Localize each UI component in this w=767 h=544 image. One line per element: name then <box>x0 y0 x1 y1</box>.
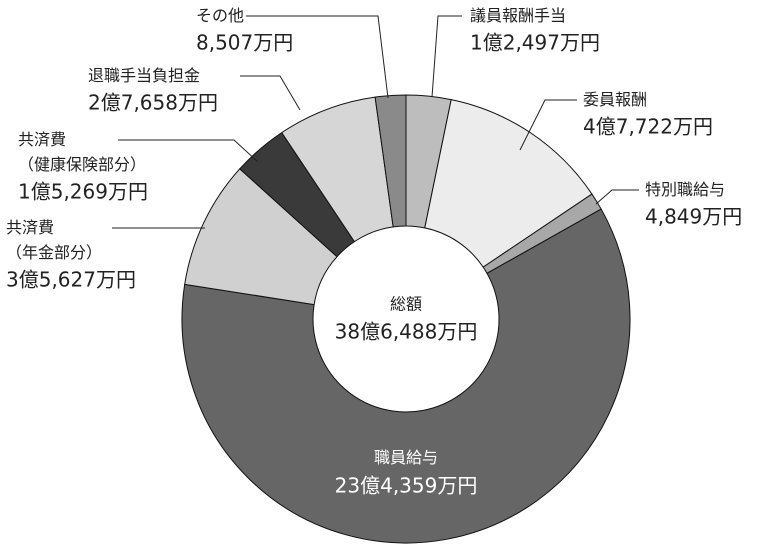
category-label: 共済費 （年金部分） <box>6 218 102 262</box>
category-line: 職員給与 <box>374 448 438 467</box>
value-label: 23億4,359万円 <box>335 474 478 498</box>
leader-line <box>519 99 577 151</box>
leader-line <box>431 15 462 98</box>
category-line: （年金部分） <box>6 243 102 262</box>
category-line: その他 <box>196 6 244 25</box>
category-label: 特別職給与 <box>645 180 725 199</box>
value-label: 3億5,627万円 <box>6 268 136 292</box>
donut-slice <box>374 94 407 228</box>
leader-line <box>595 189 639 205</box>
donut-slice <box>181 208 631 544</box>
donut-slice <box>424 99 593 268</box>
total-label: 総額 <box>390 295 422 314</box>
value-label: 1億2,497万円 <box>470 31 600 55</box>
category-line: 委員報酬 <box>583 90 647 109</box>
value-label: 8,507万円 <box>196 31 293 55</box>
category-line: 共済費 <box>18 130 66 149</box>
category-label: 共済費 （健康保険部分） <box>18 130 146 174</box>
category-label: 議員報酬手当 <box>470 6 566 25</box>
category-label: 委員報酬 <box>583 90 647 109</box>
total-value: 38億6,488万円 <box>335 320 478 344</box>
leader-line <box>118 139 259 163</box>
category-line: 特別職給与 <box>645 180 725 199</box>
category-line: 退職手当負担金 <box>88 66 200 85</box>
category-label: 職員給与 <box>374 448 438 467</box>
category-line: 議員報酬手当 <box>470 6 566 25</box>
leader-line <box>246 15 389 99</box>
leader-line <box>240 75 301 111</box>
value-label: 4億7,722万円 <box>583 115 713 139</box>
category-line: （健康保険部分） <box>18 155 146 174</box>
category-line: 共済費 <box>6 218 54 237</box>
category-label: 退職手当負担金 <box>88 66 200 85</box>
value-label: 1億5,269万円 <box>18 180 148 204</box>
value-label: 2億7,658万円 <box>88 91 218 115</box>
value-label: 4,849万円 <box>645 205 742 229</box>
category-label: その他 <box>196 6 244 25</box>
